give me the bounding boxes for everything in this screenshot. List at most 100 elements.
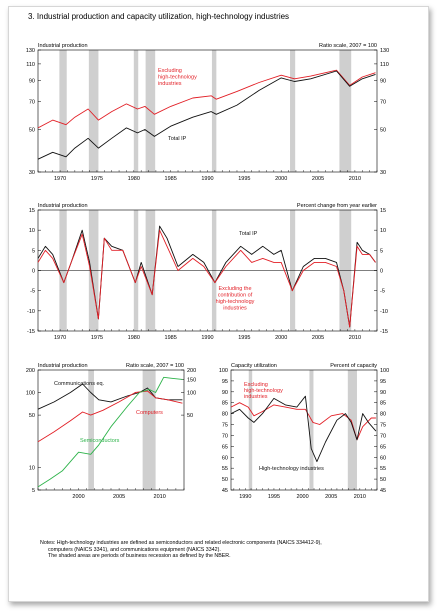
middle-annot-excl-1: Excluding the [218, 286, 251, 292]
top-annot-excluding-2: high-technology [158, 75, 197, 81]
top-ytick-label-left-5: 30 [29, 170, 35, 176]
middle-annot-excl-3: high-technology [216, 299, 255, 305]
top-xtick-label-7: 2005 [312, 176, 324, 182]
bottom-left-ytick-label-left-3: 10 [29, 465, 35, 471]
bottom-right-series-0 [230, 402, 376, 441]
bottom-right-ytick-label-left-11: 45 [222, 488, 228, 494]
top-recession-4 [211, 50, 217, 172]
bottom-right-frame [230, 369, 378, 491]
bottom-left-xtick-label-2: 2010 [154, 494, 166, 500]
bottom-left-xtick-label-1: 2005 [113, 494, 125, 500]
middle-xtick-label-3: 1985 [165, 335, 177, 341]
top-ytick-label-left-3: 70 [29, 100, 35, 106]
bottom-left-xtick-label-0: 2000 [72, 494, 84, 500]
top-recession-5 [290, 50, 296, 172]
middle-xtick-label-0: 1970 [54, 335, 66, 341]
bottom-right-xtick-label-3: 2005 [325, 494, 337, 500]
bottom-left-ytick-label-left-1: 100 [26, 391, 35, 397]
middle-right-title: Percent change from year earlier [297, 203, 377, 209]
bottom-left-series-0 [37, 383, 183, 410]
top-ytick-label-right-3: 70 [380, 100, 386, 106]
bottom-right-xtick-label-2: 2000 [296, 494, 308, 500]
top-xtick-label-0: 1970 [54, 176, 66, 182]
middle-xtick-label-7: 2005 [312, 335, 324, 341]
panel-bottom-right: Capacity utilization Percent of capacity… [219, 363, 389, 500]
bottom-left-ytick-label-right-2: 100 [187, 391, 196, 397]
top-xtick-label-5: 1995 [238, 176, 250, 182]
middle-series-0 [37, 225, 376, 328]
bottom-right-ytick-label-left-5: 75 [222, 423, 228, 429]
top-left-title: Industrial production [38, 43, 88, 49]
bottom-right-ytick-label-right-3: 85 [380, 401, 386, 407]
middle-ytick-label-right-1: 10 [380, 228, 386, 234]
bottom-right-ytick-label-right-0: 100 [380, 368, 389, 374]
middle-xtick-label-6: 2000 [275, 335, 287, 341]
bottom-right-ytick-label-left-8: 60 [222, 455, 228, 461]
middle-ytick-label-left-3: 0 [32, 269, 35, 275]
top-series-1 [37, 70, 376, 160]
top-ytick-label-right-4: 50 [380, 127, 386, 133]
top-ytick-label-right-1: 110 [380, 62, 389, 68]
bottom-right-ytick-label-left-1: 95 [222, 379, 228, 385]
middle-ytick-label-right-5: -10 [380, 309, 388, 315]
middle-annot-excl-4: industries [223, 306, 247, 312]
panel-bottom-left: Industrial production Ratio scale, 2007 … [26, 363, 196, 500]
bottom-right-ytick-label-right-11: 45 [380, 488, 386, 494]
br-annot-excl-2: high-technology [244, 388, 283, 394]
middle-series-1 [37, 229, 376, 328]
bottom-right-ytick-label-right-7: 65 [380, 444, 386, 450]
bottom-right-ytick-label-right-1: 95 [380, 379, 386, 385]
top-annot-total-ip: Total IP [168, 136, 187, 142]
bottom-right-ytick-label-left-6: 70 [222, 433, 228, 439]
bottom-right-recession-0 [248, 370, 253, 490]
page-title: 3. Industrial production and capacity ut… [28, 12, 290, 21]
bl-annot-semis: Semiconductors [80, 438, 120, 444]
bottom-right-ytick-label-left-0: 100 [219, 368, 228, 374]
bottom-left-ytick-label-left-2: 50 [29, 413, 35, 419]
bottom-right-recession-2 [347, 370, 357, 490]
bottom-right-ytick-label-left-10: 50 [222, 477, 228, 483]
middle-ytick-label-right-6: -15 [380, 329, 388, 335]
bottom-left-series-2 [37, 376, 183, 488]
middle-xtick-label-1: 1975 [91, 335, 103, 341]
bottom-right-ytick-label-right-10: 50 [380, 477, 386, 483]
panel-middle: Industrial production Percent change fro… [27, 203, 388, 341]
top-xtick-label-3: 1985 [165, 176, 177, 182]
bottom-right-ytick-label-left-9: 55 [222, 466, 228, 472]
bottom-right-xtick-label-0: 1990 [239, 494, 251, 500]
notes-line-3: The shaded areas are periods of business… [48, 553, 231, 559]
bottom-right-ytick-label-left-2: 90 [222, 390, 228, 396]
br-plot: 100 95 90 85 80 75 70 65 60 55 50 45 100 95 90 85 80 75 70… [219, 368, 389, 500]
bottom-left-recession-1 [142, 370, 156, 490]
top-ytick-label-left-4: 50 [29, 127, 35, 133]
middle-ytick-label-left-4: -5 [30, 289, 35, 295]
bottom-right-xtick-label-1: 1995 [268, 494, 280, 500]
bottom-right-ytick-label-right-4: 80 [380, 412, 386, 418]
top-series-0 [37, 69, 376, 129]
bottom-right-ytick-label-right-6: 70 [380, 433, 386, 439]
bottom-right-recession-1 [309, 370, 314, 490]
bottom-right-ytick-label-left-3: 85 [222, 401, 228, 407]
top-ytick-label-left-1: 110 [26, 62, 35, 68]
bottom-right-ytick-label-right-8: 60 [380, 455, 386, 461]
bottom-right-ytick-label-left-7: 65 [222, 444, 228, 450]
bottom-right-ytick-label-right-2: 90 [380, 390, 386, 396]
notes: Notes: High-technology industries are de… [40, 540, 430, 560]
bottom-left-ytick-label-left-4: 5 [32, 488, 35, 494]
middle-ytick-label-left-2: 5 [32, 248, 35, 254]
top-plot: 130 110 90 70 50 30 130 110 90 70 50 30 1970 1975 1980… [26, 48, 389, 182]
middle-annot-total-ip: Total IP [239, 231, 258, 237]
bl-right-title: Ratio scale, 2007 = 100 [126, 363, 184, 369]
middle-ytick-label-right-3: 0 [380, 269, 383, 275]
middle-xtick-label-8: 2010 [349, 335, 361, 341]
page-frame [8, 6, 429, 602]
middle-left-title: Industrial production [38, 203, 88, 209]
notes-line-2: computers (NAICS 3341), and communicatio… [48, 546, 221, 553]
top-recession-0 [59, 50, 67, 172]
bottom-left-ytick-label-right-0: 200 [187, 368, 196, 374]
top-ytick-label-left-0: 130 [26, 48, 35, 54]
bl-annot-comm: Communications eq. [54, 381, 105, 387]
middle-xtick-label-5: 1995 [238, 335, 250, 341]
top-ytick-label-left-2: 90 [29, 79, 35, 85]
